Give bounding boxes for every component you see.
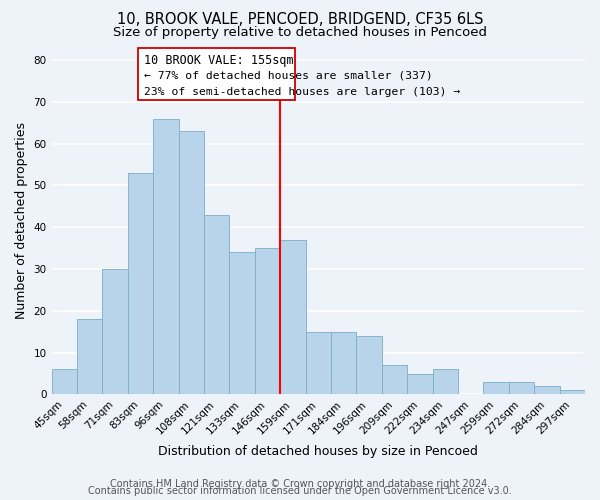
Bar: [77, 319, 103, 394]
X-axis label: Distribution of detached houses by size in Pencoed: Distribution of detached houses by size …: [158, 444, 478, 458]
Bar: [280, 240, 305, 394]
Bar: [305, 332, 331, 394]
Bar: [356, 336, 382, 394]
Bar: [52, 370, 77, 394]
Bar: [153, 118, 179, 394]
Bar: [103, 269, 128, 394]
Bar: [560, 390, 585, 394]
Bar: [255, 248, 280, 394]
Text: Contains HM Land Registry data © Crown copyright and database right 2024.: Contains HM Land Registry data © Crown c…: [110, 479, 490, 489]
Bar: [128, 173, 153, 394]
Bar: [534, 386, 560, 394]
Text: 23% of semi-detached houses are larger (103) →: 23% of semi-detached houses are larger (…: [144, 87, 461, 97]
Bar: [179, 131, 204, 394]
Bar: [509, 382, 534, 394]
Bar: [331, 332, 356, 394]
Bar: [433, 370, 458, 394]
Text: ← 77% of detached houses are smaller (337): ← 77% of detached houses are smaller (33…: [144, 70, 433, 81]
Text: Contains public sector information licensed under the Open Government Licence v3: Contains public sector information licen…: [88, 486, 512, 496]
Bar: [229, 252, 255, 394]
Bar: [204, 214, 229, 394]
Bar: [484, 382, 509, 394]
Text: 10 BROOK VALE: 155sqm: 10 BROOK VALE: 155sqm: [144, 54, 294, 67]
Bar: [407, 374, 433, 394]
Bar: [382, 365, 407, 394]
FancyBboxPatch shape: [138, 48, 295, 100]
Text: Size of property relative to detached houses in Pencoed: Size of property relative to detached ho…: [113, 26, 487, 39]
Text: 10, BROOK VALE, PENCOED, BRIDGEND, CF35 6LS: 10, BROOK VALE, PENCOED, BRIDGEND, CF35 …: [117, 12, 483, 28]
Y-axis label: Number of detached properties: Number of detached properties: [15, 122, 28, 320]
